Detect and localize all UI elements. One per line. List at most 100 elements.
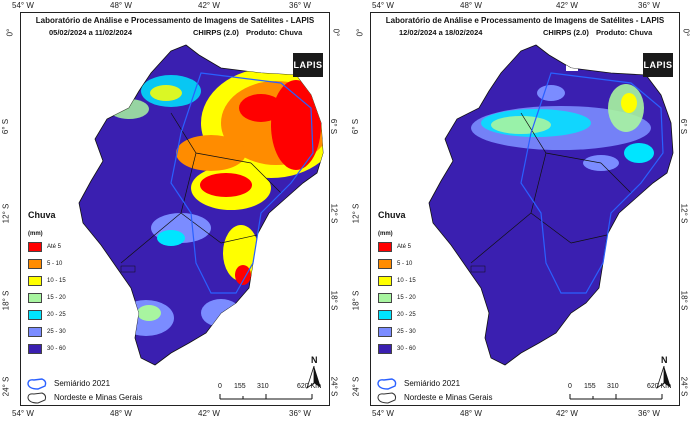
legend-unit: (mm) xyxy=(28,231,43,237)
legend-swatch xyxy=(28,293,42,303)
legend-label: 30 - 60 xyxy=(397,346,416,352)
lon-tick-top: 54° W xyxy=(12,1,34,10)
region-symbol-icon xyxy=(27,392,47,404)
legend-item: 30 - 60 xyxy=(28,344,66,354)
legend-swatch xyxy=(28,344,42,354)
legend-item: 10 - 15 xyxy=(378,276,416,286)
legend-swatch xyxy=(378,242,392,252)
map-frame: Laboratório de Análise e Processamento d… xyxy=(20,12,330,406)
legend-swatch xyxy=(378,310,392,320)
legend-item: 20 - 25 xyxy=(28,310,66,320)
lat-tick-left: 0° xyxy=(5,28,15,37)
legend-label: 10 - 15 xyxy=(47,278,66,284)
map-period: 05/02/2024 a 11/02/2024 xyxy=(49,28,132,37)
legend-item: Até 5 xyxy=(28,242,61,252)
lon-tick-top: 42° W xyxy=(198,1,220,10)
legend-swatch xyxy=(378,259,392,269)
legend-label: 15 - 20 xyxy=(397,295,416,301)
lon-tick-bottom: 54° W xyxy=(372,409,394,418)
map-product: CHIRPS (2.0) xyxy=(543,28,589,37)
legend-swatch xyxy=(28,242,42,252)
lapis-logo: LAPIS xyxy=(643,53,673,77)
scale-label: 620 Km xyxy=(297,383,322,390)
legend-item: 15 - 20 xyxy=(378,293,416,303)
map-frame: Laboratório de Análise e Processamento d… xyxy=(370,12,680,406)
lon-tick-top: 54° W xyxy=(372,1,394,10)
legend-item: 10 - 15 xyxy=(28,276,66,286)
legend-label: 25 - 30 xyxy=(397,329,416,335)
semiarido-label: Semiárido 2021 xyxy=(54,379,111,388)
legend-swatch xyxy=(378,293,392,303)
legend-item: 30 - 60 xyxy=(378,344,416,354)
map-product-label: Produto: Chuva xyxy=(246,28,303,37)
lon-tick-bottom: 54° W xyxy=(12,409,34,418)
legend-item: Até 5 xyxy=(378,242,411,252)
legend-swatch xyxy=(28,310,42,320)
legend-swatch xyxy=(28,276,42,286)
lat-tick-right: 24° S xyxy=(329,376,339,397)
lon-tick-top: 48° W xyxy=(110,1,132,10)
map-period: 12/02/2024 a 18/02/2024 xyxy=(399,28,483,37)
lat-tick-right: 0° xyxy=(331,28,341,37)
scale-label: 310 xyxy=(607,383,619,390)
map-product: CHIRPS (2.0) xyxy=(193,28,239,37)
legend-item: 25 - 30 xyxy=(28,327,66,337)
lon-tick-top: 36° W xyxy=(289,1,311,10)
lat-tick-left: 6° S xyxy=(351,118,361,135)
lat-tick-right: 24° S xyxy=(679,376,689,397)
scale-label: 155 xyxy=(584,383,596,390)
legend-item: 15 - 20 xyxy=(28,293,66,303)
map-panel-left: 54° W 48° W 42° W 36° W 54° W 48° W 42° … xyxy=(1,1,341,418)
legend-label: 20 - 25 xyxy=(47,312,66,318)
lon-tick-bottom: 36° W xyxy=(289,409,311,418)
legend-label: 5 - 10 xyxy=(47,261,63,267)
lat-tick-right: 6° S xyxy=(329,118,339,135)
lon-tick-bottom: 36° W xyxy=(638,409,660,418)
map-panel-right: 54° W 48° W 42° W 36° W 54° W 48° W 42° … xyxy=(350,0,700,422)
legend-label: 5 - 10 xyxy=(397,261,413,267)
rainfall-map xyxy=(78,44,324,366)
scale-label: 620 Km xyxy=(647,383,672,390)
lat-tick-left: 6° S xyxy=(1,118,11,135)
rainfall-map xyxy=(428,44,674,366)
lat-tick-right: 12° S xyxy=(679,203,689,224)
legend-item: 25 - 30 xyxy=(378,327,416,337)
lon-tick-bottom: 48° W xyxy=(460,409,482,418)
lat-tick-left: 18° S xyxy=(1,290,11,311)
scale-label: 155 xyxy=(234,383,246,390)
legend-item: 5 - 10 xyxy=(28,259,62,269)
legend-swatch xyxy=(378,344,392,354)
lat-tick-right: 18° S xyxy=(679,290,689,311)
legend-swatch xyxy=(28,259,42,269)
lon-tick-top: 48° W xyxy=(460,1,482,10)
lat-tick-right: 6° S xyxy=(679,118,689,135)
semiarido-label: Semiárido 2021 xyxy=(404,379,461,388)
lapis-logo: LAPIS xyxy=(293,53,323,77)
semiarido-symbol-icon xyxy=(377,378,397,390)
legend-item: 20 - 25 xyxy=(378,310,416,320)
region-label: Nordeste e Minas Gerais xyxy=(404,393,493,402)
north-arrow-icon xyxy=(656,366,671,390)
legend-label: Até 5 xyxy=(397,244,412,250)
legend-label: 25 - 30 xyxy=(47,329,66,335)
lat-tick-right: 18° S xyxy=(329,290,339,311)
lat-tick-left: 24° S xyxy=(1,376,11,397)
lat-tick-left: 0° xyxy=(355,28,365,37)
legend-label: 30 - 60 xyxy=(47,346,66,352)
legend-label: 10 - 15 xyxy=(397,278,416,284)
legend-title: Chuva xyxy=(378,210,406,220)
lat-tick-left: 12° S xyxy=(351,203,361,224)
lon-tick-bottom: 42° W xyxy=(198,409,220,418)
north-label: N xyxy=(311,355,318,365)
legend-unit: (mm) xyxy=(378,231,393,237)
scale-label: 0 xyxy=(218,383,222,390)
north-label: N xyxy=(661,355,668,365)
lon-tick-top: 42° W xyxy=(556,1,578,10)
legend-label: Até 5 xyxy=(47,244,62,250)
region-label: Nordeste e Minas Gerais xyxy=(54,393,143,402)
lon-tick-bottom: 48° W xyxy=(110,409,132,418)
lat-tick-left: 18° S xyxy=(351,290,361,311)
legend-swatch xyxy=(378,276,392,286)
scale-bar xyxy=(569,394,663,400)
legend-item: 5 - 10 xyxy=(378,259,412,269)
